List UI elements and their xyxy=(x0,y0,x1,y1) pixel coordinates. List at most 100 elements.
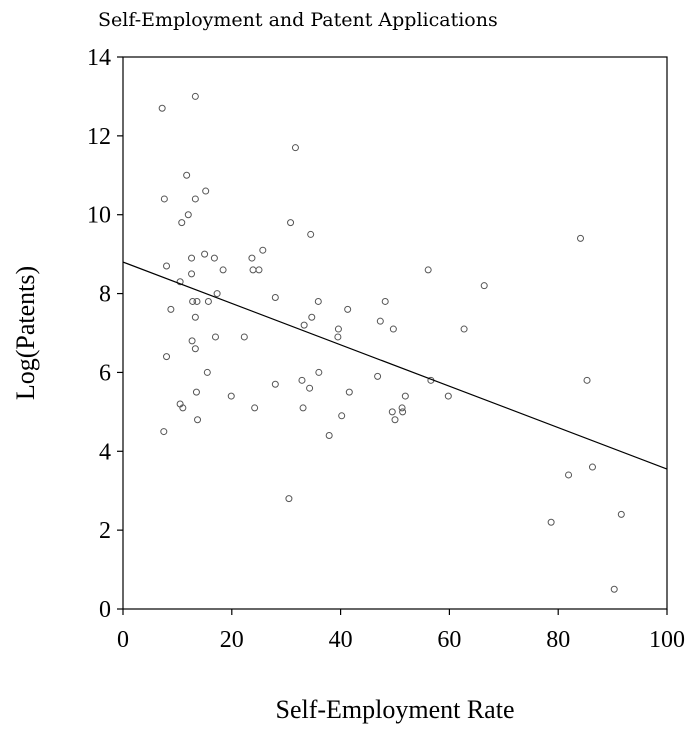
y-tick-label: 2 xyxy=(99,518,111,544)
data-point xyxy=(184,211,192,219)
data-point xyxy=(167,305,175,313)
data-point xyxy=(344,305,352,313)
data-point xyxy=(308,313,316,321)
data-point xyxy=(391,416,399,424)
data-point xyxy=(160,428,168,436)
data-point xyxy=(291,144,299,152)
x-tick-label: 60 xyxy=(437,627,461,653)
data-point xyxy=(191,195,199,203)
chart-title: Self-Employment and Patent Applications xyxy=(98,9,498,31)
data-point xyxy=(610,585,618,593)
data-point xyxy=(617,510,625,518)
data-point xyxy=(203,368,211,376)
data-point xyxy=(399,408,407,416)
y-tick-label: 10 xyxy=(87,203,111,229)
data-point xyxy=(193,297,201,305)
data-point xyxy=(374,372,382,380)
data-point xyxy=(306,384,314,392)
data-point xyxy=(583,376,591,384)
x-tick-label: 80 xyxy=(546,627,570,653)
data-point xyxy=(191,345,199,353)
data-point xyxy=(204,297,212,305)
y-tick-label: 8 xyxy=(99,282,111,308)
data-point xyxy=(210,254,218,262)
data-point xyxy=(211,333,219,341)
fit-line xyxy=(122,261,668,470)
data-point xyxy=(381,297,389,305)
data-point xyxy=(188,270,196,278)
data-point xyxy=(376,317,384,325)
data-point xyxy=(424,266,432,274)
y-tick-label: 14 xyxy=(87,45,111,71)
x-tick-label: 20 xyxy=(220,627,244,653)
data-point xyxy=(271,380,279,388)
data-point xyxy=(401,392,409,400)
y-axis-label: Log(Patents) xyxy=(11,266,40,400)
data-point xyxy=(388,408,396,416)
data-point xyxy=(285,495,293,503)
data-point xyxy=(251,404,259,412)
data-point xyxy=(163,262,171,270)
fit-line-group xyxy=(122,261,668,470)
data-point xyxy=(191,313,199,321)
data-point xyxy=(389,325,397,333)
data-point xyxy=(248,254,256,262)
x-axis-label: Self-Employment Rate xyxy=(275,695,514,724)
data-point xyxy=(201,250,209,258)
data-point xyxy=(307,230,315,238)
data-point xyxy=(259,246,267,254)
data-point xyxy=(298,376,306,384)
data-point xyxy=(179,404,187,412)
data-point xyxy=(255,266,263,274)
data-point xyxy=(188,337,196,345)
data-point xyxy=(158,104,166,112)
data-point xyxy=(160,195,168,203)
y-tick-label: 4 xyxy=(99,439,111,465)
data-point xyxy=(240,333,248,341)
data-point xyxy=(287,219,295,227)
data-point xyxy=(480,282,488,290)
data-point xyxy=(314,297,322,305)
data-point xyxy=(547,518,555,526)
x-tick-label: 0 xyxy=(117,627,129,653)
data-point xyxy=(189,297,197,305)
data-point xyxy=(300,321,308,329)
data-point xyxy=(192,388,200,396)
data-point xyxy=(219,266,227,274)
data-point xyxy=(163,353,171,361)
data-point xyxy=(334,333,342,341)
x-tick-label: 100 xyxy=(649,627,685,653)
data-point xyxy=(178,219,186,227)
data-point xyxy=(202,187,210,195)
y-tick-label: 6 xyxy=(99,360,111,386)
data-point xyxy=(213,290,221,298)
data-point xyxy=(325,432,333,440)
data-point xyxy=(334,325,342,333)
data-point xyxy=(565,471,573,479)
plot-frame xyxy=(122,56,668,610)
data-point xyxy=(188,254,196,262)
data-point xyxy=(338,412,346,420)
data-point xyxy=(398,404,406,412)
data-point xyxy=(299,404,307,412)
data-points xyxy=(158,92,625,593)
y-tick-label: 0 xyxy=(99,597,111,623)
data-point xyxy=(249,266,257,274)
y-tick-label: 12 xyxy=(87,124,111,150)
data-point xyxy=(315,368,323,376)
data-point xyxy=(588,463,596,471)
data-point xyxy=(271,294,279,302)
data-point xyxy=(176,278,184,286)
data-point xyxy=(460,325,468,333)
data-point xyxy=(577,234,585,242)
data-point xyxy=(444,392,452,400)
data-point xyxy=(227,392,235,400)
y-axis: 0 2 4 6 8 10 12 14 xyxy=(87,45,123,623)
data-point xyxy=(194,416,202,424)
data-point xyxy=(191,92,199,100)
data-point xyxy=(183,171,191,179)
x-axis: 0 20 40 60 80 100 xyxy=(117,609,685,653)
data-point xyxy=(345,388,353,396)
x-tick-label: 40 xyxy=(329,627,353,653)
